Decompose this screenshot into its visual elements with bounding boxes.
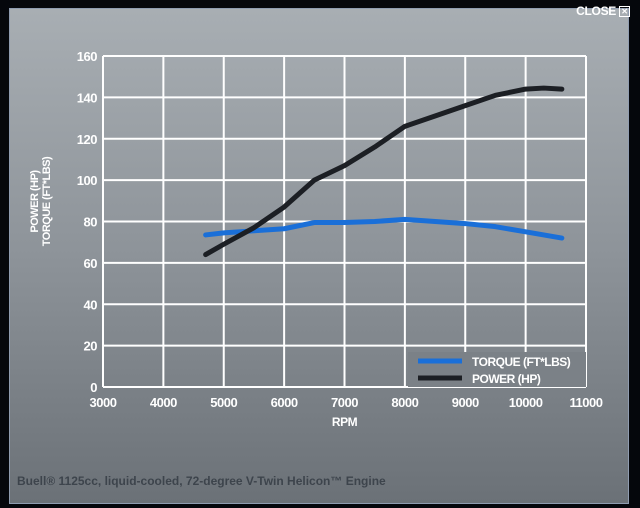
series-line-1 (203, 85, 565, 258)
x-tick-label: 7000 (331, 395, 358, 410)
close-button[interactable]: CLOSE ✕ (576, 4, 630, 18)
close-label: CLOSE (576, 4, 616, 18)
caption: Buell® 1125cc, liquid-cooled, 72-degree … (17, 474, 386, 488)
close-icon: ✕ (619, 5, 630, 17)
y-tick-label: 80 (84, 215, 98, 230)
x-tick-label: 5000 (210, 395, 237, 410)
y-tick-label: 0 (90, 380, 97, 395)
y-tick-label: 60 (84, 256, 98, 271)
y-tick-label: 120 (77, 132, 97, 147)
x-tick-label: 9000 (452, 395, 479, 410)
legend-box (408, 352, 586, 387)
legend-label: POWER (HP) (472, 372, 541, 386)
series-line-0 (203, 216, 565, 241)
y-axis-label: TORQUE (FT*LBS) (41, 156, 53, 246)
y-tick-label: 20 (84, 339, 98, 354)
x-tick-label: 10000 (509, 395, 543, 410)
x-tick-label: 11000 (570, 395, 603, 410)
x-tick-label: 4000 (150, 395, 177, 410)
x-tick-label: 6000 (271, 395, 298, 410)
x-axis-label: RPM (332, 415, 358, 429)
y-tick-label: 140 (77, 90, 97, 105)
x-tick-label: 8000 (391, 395, 418, 410)
x-tick-label: 3000 (90, 395, 117, 410)
y-tick-label: 40 (84, 297, 98, 312)
y-axis-label: POWER (HP) (29, 170, 41, 233)
y-tick-label: 160 (77, 49, 97, 64)
legend-label: TORQUE (FT*LBS) (472, 355, 571, 369)
y-tick-label: 100 (77, 173, 97, 188)
